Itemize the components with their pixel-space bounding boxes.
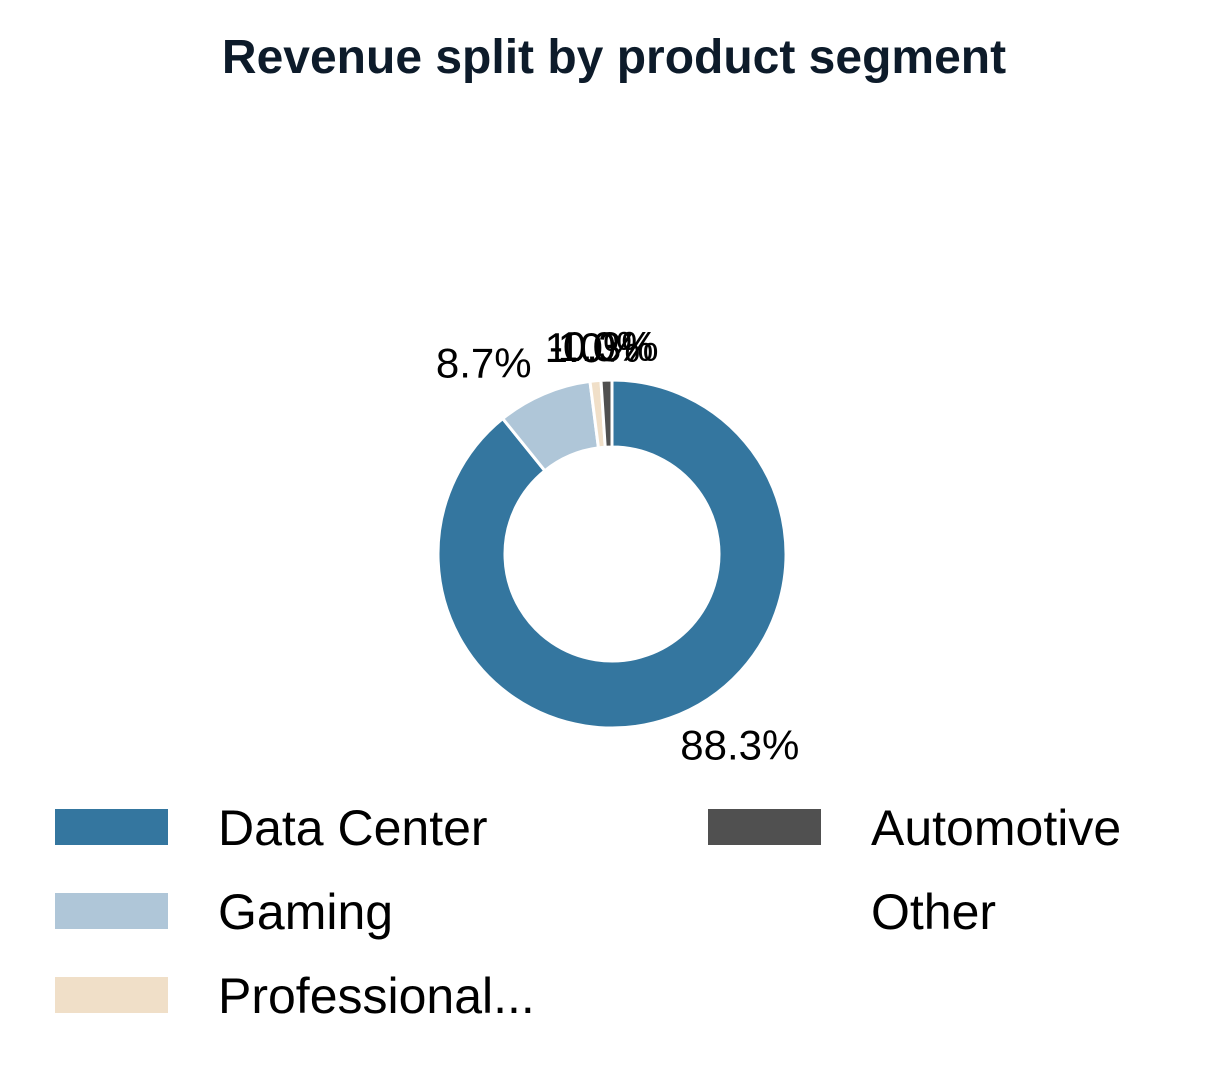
legend-label: Gaming (218, 884, 393, 940)
legend-item-other: Other (708, 884, 996, 940)
legend-swatch (708, 893, 821, 929)
slice-label-data-center: 88.3% (680, 721, 799, 768)
legend-item-professional: Professional... (55, 968, 535, 1024)
slice-label-professional: 1.0% (545, 324, 641, 371)
legend-item-gaming: Gaming (55, 884, 393, 940)
legend-item-automotive: Automotive (708, 800, 1121, 856)
legend-swatch (55, 977, 168, 1013)
legend-label: Professional... (218, 968, 535, 1024)
legend-label: Automotive (871, 800, 1121, 856)
slice-data-center (436, 378, 788, 730)
legend-swatch (55, 809, 168, 845)
chart-title: Revenue split by product segment (222, 31, 1006, 84)
donut (436, 378, 788, 730)
slice-label-gaming: 8.7% (436, 339, 532, 386)
legend-item-data-center: Data Center (55, 800, 488, 856)
legend-label: Data Center (218, 800, 488, 856)
slice-label-other: -0.3% (549, 323, 659, 370)
slice-automotive (599, 378, 614, 449)
slice-labels: 88.3% 8.7% 1.0%1.0%-0.3% (436, 323, 800, 768)
legend: Data Center Gaming Professional... Automoti… (55, 800, 1121, 1024)
legend-label: Other (871, 884, 996, 940)
slice-label-automotive: 1.0% (558, 323, 654, 370)
legend-swatch (55, 893, 168, 929)
legend-swatch (708, 809, 821, 845)
